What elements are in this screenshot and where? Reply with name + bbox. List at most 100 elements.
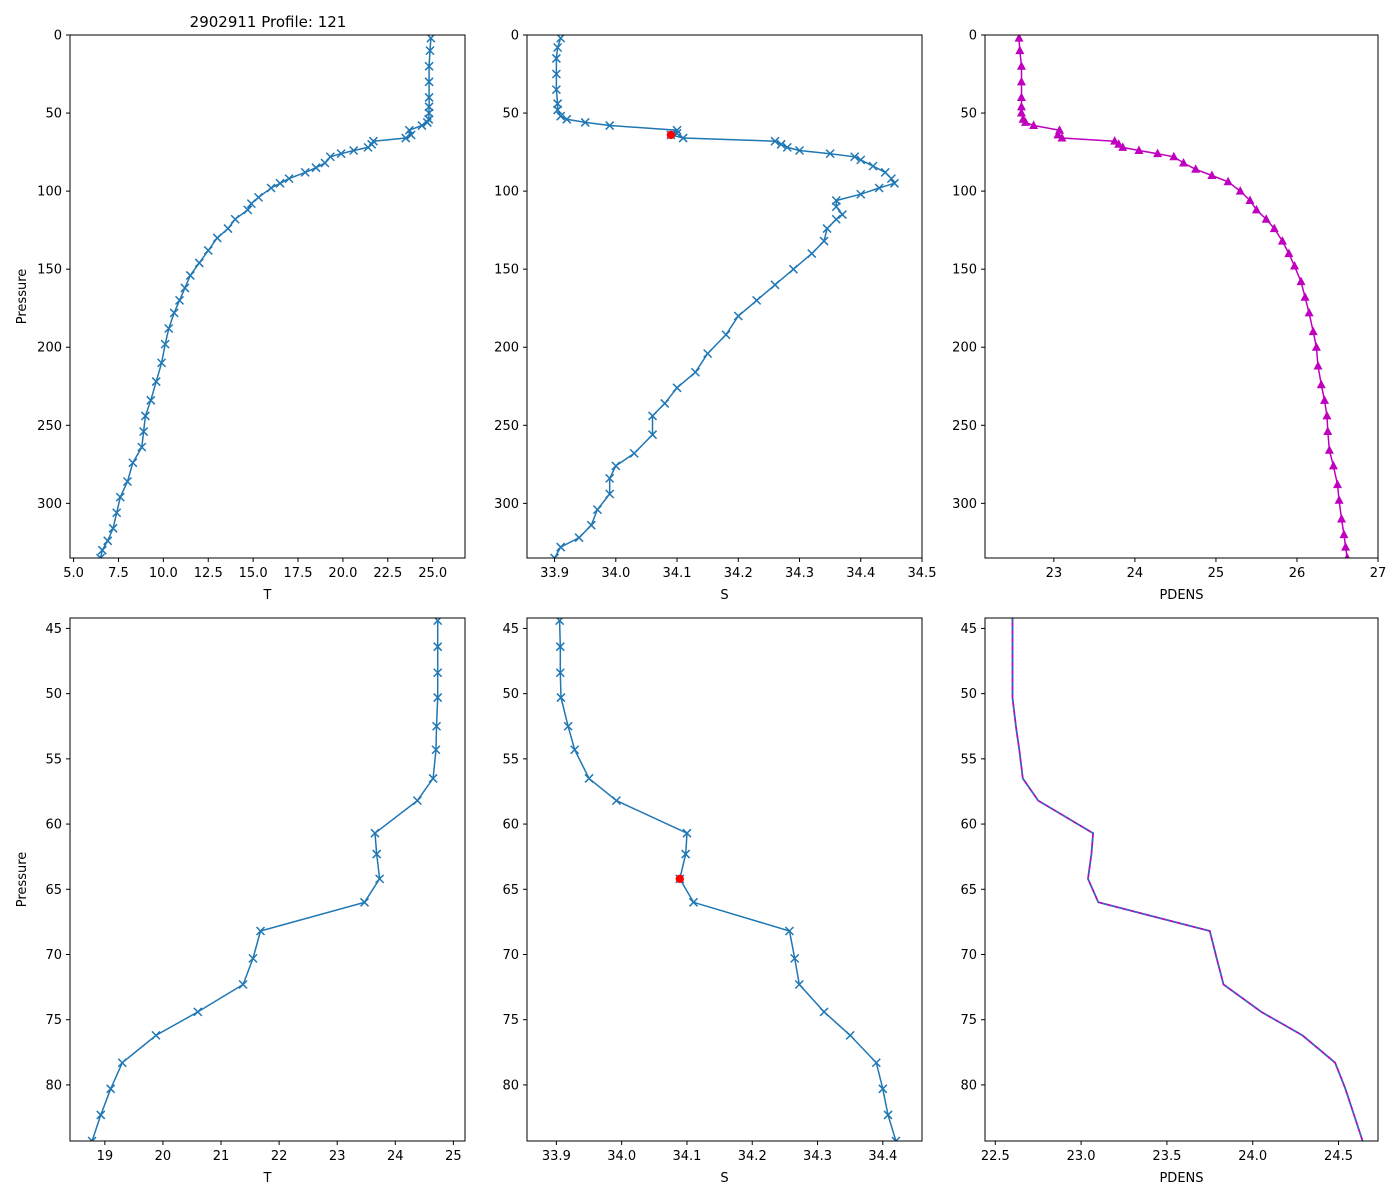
data-point bbox=[660, 398, 670, 408]
x-tick-label: 34.4 bbox=[868, 1149, 897, 1164]
series-line-dashed bbox=[1011, 618, 1364, 1141]
series-line bbox=[553, 37, 896, 558]
axes-frame bbox=[69, 617, 466, 1142]
y-tick-label: 75 bbox=[502, 1013, 519, 1028]
data-point bbox=[424, 77, 434, 87]
data-point bbox=[570, 745, 580, 755]
x-tick-label: 33.9 bbox=[542, 1149, 571, 1164]
data-point bbox=[794, 145, 805, 156]
data-point bbox=[284, 174, 294, 184]
data-point bbox=[203, 245, 213, 255]
y-tick-label: 60 bbox=[45, 818, 62, 833]
data-point bbox=[1169, 151, 1179, 161]
y-tick-label: 70 bbox=[960, 948, 977, 963]
data-point bbox=[556, 111, 566, 121]
y-tick-label: 50 bbox=[45, 687, 62, 702]
data-point bbox=[605, 121, 615, 131]
series-line bbox=[1018, 38, 1348, 558]
x-tick-label: 24 bbox=[1127, 566, 1144, 581]
data-point bbox=[1057, 133, 1067, 142]
data-point bbox=[871, 1058, 881, 1068]
data-point bbox=[96, 1110, 106, 1120]
data-point bbox=[1053, 129, 1063, 139]
data-point bbox=[180, 283, 190, 293]
y-tick-label: 45 bbox=[960, 622, 977, 637]
x-tick-label: 25 bbox=[1208, 566, 1225, 581]
data-point bbox=[422, 117, 432, 127]
x-tick-label: 34.2 bbox=[724, 566, 753, 581]
data-point bbox=[886, 174, 896, 184]
data-point bbox=[431, 745, 441, 755]
x-tick-label: 19 bbox=[97, 1149, 114, 1164]
x-tick-label: 22.5 bbox=[981, 1149, 1010, 1164]
data-point bbox=[1153, 148, 1163, 158]
y-tick-label: 300 bbox=[37, 497, 62, 512]
data-point bbox=[556, 693, 566, 703]
axes-frame bbox=[984, 617, 1379, 1142]
data-point bbox=[563, 721, 573, 731]
data-point bbox=[311, 163, 321, 173]
data-point bbox=[868, 161, 878, 171]
data-point bbox=[375, 874, 385, 884]
data-point bbox=[605, 489, 615, 499]
data-point bbox=[146, 395, 156, 405]
y-tick-label: 300 bbox=[952, 497, 977, 512]
data-point bbox=[592, 505, 602, 515]
x-tick-label: 23 bbox=[1046, 566, 1063, 581]
data-point bbox=[553, 105, 563, 115]
y-tick-label: 200 bbox=[37, 341, 62, 356]
data-point bbox=[825, 149, 835, 159]
y-tick-label: 150 bbox=[494, 263, 519, 278]
data-point bbox=[336, 149, 346, 159]
data-point bbox=[1110, 136, 1120, 145]
data-point bbox=[363, 142, 373, 152]
y-tick-label: 0 bbox=[54, 29, 62, 44]
data-point bbox=[648, 411, 658, 421]
y-tick-label: 50 bbox=[45, 107, 62, 122]
data-point bbox=[212, 233, 222, 243]
x-tick-label: 34.0 bbox=[601, 566, 630, 581]
data-point bbox=[157, 358, 167, 368]
data-point bbox=[1311, 342, 1321, 351]
x-tick-label: 34.0 bbox=[607, 1149, 636, 1164]
data-point bbox=[850, 152, 860, 162]
data-point bbox=[1344, 553, 1350, 558]
y-tick-label: 70 bbox=[45, 948, 62, 963]
data-point bbox=[406, 130, 416, 140]
subplot-grid: 5.0 7.5 10.0 12.5 15.0 17.5 20.0 22.5 25.0 0 50 100… bbox=[15, 29, 1386, 1187]
data-point bbox=[681, 849, 691, 859]
data-point bbox=[1251, 204, 1261, 214]
axes-frame bbox=[69, 34, 466, 559]
y-tick-label: 80 bbox=[960, 1078, 977, 1093]
data-point bbox=[794, 979, 804, 990]
data-point bbox=[790, 953, 800, 963]
data-point bbox=[140, 411, 150, 421]
data-point bbox=[428, 773, 438, 783]
y-tick-label: 300 bbox=[494, 497, 519, 512]
x-tick-label: 24 bbox=[387, 1149, 404, 1164]
data-point bbox=[1277, 236, 1287, 245]
y-tick-label: 60 bbox=[960, 818, 977, 833]
subplot-top-temperature: 5.0 7.5 10.0 12.5 15.0 17.5 20.0 22.5 25.0 0 50 100… bbox=[15, 29, 466, 603]
x-tick-label: 27 bbox=[1370, 566, 1387, 581]
x-tick-label: 21 bbox=[213, 1149, 230, 1164]
y-tick-label: 45 bbox=[502, 622, 519, 637]
x-tick-label: 34.1 bbox=[672, 1149, 701, 1164]
data-point bbox=[807, 249, 817, 259]
data-point bbox=[831, 214, 841, 224]
x-tick-label: 34.3 bbox=[803, 1149, 832, 1164]
plot-data bbox=[550, 35, 899, 558]
data-point bbox=[1339, 529, 1349, 539]
data-point bbox=[95, 553, 106, 558]
data-point bbox=[553, 42, 563, 53]
y-tick-label: 100 bbox=[952, 185, 977, 200]
data-point bbox=[122, 476, 132, 487]
data-point bbox=[320, 158, 330, 168]
data-point bbox=[115, 492, 125, 502]
data-point bbox=[562, 114, 572, 124]
data-point bbox=[1324, 445, 1334, 454]
data-point bbox=[433, 668, 443, 678]
y-tick-label: 50 bbox=[960, 687, 977, 702]
subplot-top-salinity: 33.9 34.0 34.1 34.2 34.3 34.4 34.5 0 50 100 150 200… bbox=[494, 29, 936, 604]
data-point bbox=[112, 508, 122, 518]
